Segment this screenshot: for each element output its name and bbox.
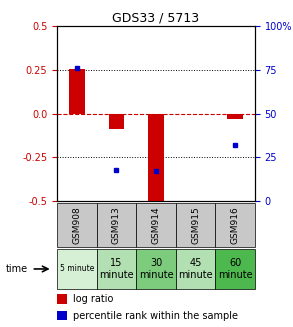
- Bar: [97, 203, 136, 247]
- Bar: [57, 294, 67, 304]
- Bar: [57, 203, 97, 247]
- Text: log ratio: log ratio: [73, 294, 113, 304]
- Bar: [136, 249, 176, 289]
- Bar: [227, 113, 243, 118]
- Text: GSM915: GSM915: [191, 206, 200, 244]
- Title: GDS33 / 5713: GDS33 / 5713: [113, 12, 200, 25]
- Text: GSM908: GSM908: [72, 206, 81, 244]
- Bar: [176, 249, 215, 289]
- Bar: [57, 311, 67, 320]
- Bar: [215, 203, 255, 247]
- Text: GSM913: GSM913: [112, 206, 121, 244]
- Text: 5 minute: 5 minute: [60, 265, 94, 273]
- Text: percentile rank within the sample: percentile rank within the sample: [73, 311, 238, 320]
- Text: time: time: [6, 264, 28, 274]
- Bar: [136, 203, 176, 247]
- Text: 45
minute: 45 minute: [178, 258, 213, 280]
- Bar: [97, 249, 136, 289]
- Text: 15
minute: 15 minute: [99, 258, 134, 280]
- Text: 60
minute: 60 minute: [218, 258, 253, 280]
- Bar: [109, 113, 124, 129]
- Text: GSM914: GSM914: [151, 206, 161, 244]
- Bar: [148, 113, 164, 205]
- Bar: [57, 249, 97, 289]
- Bar: [176, 203, 215, 247]
- Text: GSM916: GSM916: [231, 206, 240, 244]
- Bar: [69, 69, 85, 113]
- Bar: [215, 249, 255, 289]
- Text: 30
minute: 30 minute: [139, 258, 173, 280]
